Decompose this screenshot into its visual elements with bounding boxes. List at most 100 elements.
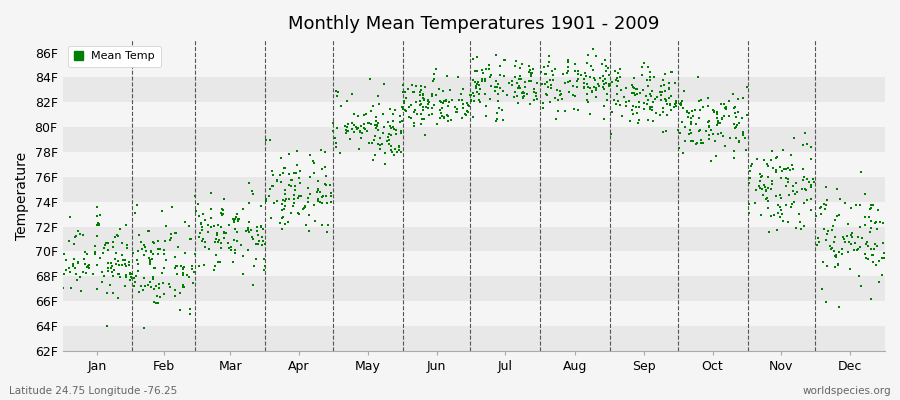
Point: [184, 236, 198, 242]
Point: [394, 149, 409, 156]
Point: [482, 66, 497, 72]
Point: [468, 79, 482, 86]
Point: [68, 241, 82, 247]
Point: [383, 147, 398, 154]
Point: [613, 74, 627, 80]
Point: [641, 96, 655, 103]
Point: [863, 229, 878, 235]
Point: [68, 234, 82, 240]
Point: [544, 82, 558, 88]
Point: [450, 108, 464, 115]
Point: [610, 75, 625, 81]
Point: [689, 141, 704, 148]
Point: [732, 120, 746, 126]
Point: [63, 214, 77, 220]
Point: [378, 150, 392, 156]
Point: [819, 299, 833, 305]
Point: [373, 135, 387, 141]
Point: [286, 170, 301, 176]
Point: [106, 273, 121, 279]
Point: [275, 207, 290, 213]
Point: [377, 81, 392, 88]
Point: [778, 182, 793, 189]
Point: [585, 88, 599, 94]
Point: [454, 90, 469, 97]
Point: [744, 163, 759, 170]
Point: [545, 72, 560, 78]
Point: [867, 246, 881, 253]
Point: [774, 195, 788, 202]
Point: [125, 271, 140, 277]
Point: [416, 92, 430, 98]
Point: [717, 143, 732, 149]
Point: [219, 229, 233, 236]
Point: [134, 282, 148, 289]
Point: [202, 221, 216, 228]
Point: [162, 281, 176, 288]
Point: [180, 272, 194, 278]
Point: [74, 288, 88, 294]
Point: [636, 100, 651, 106]
Point: [710, 122, 724, 128]
Point: [537, 81, 552, 87]
Point: [511, 76, 526, 82]
Point: [572, 76, 586, 82]
Point: [736, 95, 751, 102]
Point: [858, 214, 872, 220]
Point: [64, 285, 78, 292]
Point: [158, 291, 172, 297]
Point: [526, 89, 541, 95]
Point: [371, 140, 385, 147]
Point: [668, 80, 682, 87]
Point: [164, 235, 178, 242]
Point: [562, 88, 576, 95]
Point: [561, 78, 575, 85]
Point: [284, 177, 299, 183]
Point: [171, 244, 185, 251]
Point: [789, 189, 804, 195]
Point: [508, 58, 523, 64]
Point: [753, 212, 768, 218]
Point: [155, 270, 169, 276]
Point: [644, 107, 659, 113]
Point: [768, 212, 782, 219]
Point: [326, 128, 340, 134]
Point: [278, 196, 293, 202]
Point: [256, 237, 271, 244]
Point: [148, 298, 162, 305]
Point: [282, 171, 296, 177]
Point: [105, 262, 120, 269]
Point: [308, 218, 322, 224]
Point: [764, 186, 778, 192]
Point: [144, 249, 158, 256]
Point: [680, 114, 695, 120]
Point: [374, 146, 388, 153]
Point: [369, 113, 383, 120]
Point: [209, 236, 223, 242]
Point: [417, 94, 431, 101]
Point: [781, 176, 796, 182]
Point: [316, 192, 330, 199]
Point: [787, 134, 801, 141]
Point: [66, 263, 80, 270]
Point: [202, 246, 216, 252]
Point: [258, 196, 273, 202]
Point: [224, 247, 238, 254]
Point: [684, 129, 698, 136]
Point: [691, 74, 706, 81]
Point: [346, 90, 360, 97]
Point: [805, 156, 819, 162]
Point: [98, 242, 112, 248]
Point: [709, 153, 724, 159]
Point: [407, 108, 421, 115]
Point: [780, 179, 795, 185]
Point: [311, 198, 326, 204]
Point: [259, 136, 274, 143]
Point: [700, 119, 715, 126]
Point: [761, 229, 776, 236]
Point: [319, 173, 333, 179]
Point: [392, 143, 406, 149]
Point: [298, 202, 312, 209]
Point: [148, 265, 162, 272]
Point: [526, 86, 541, 92]
